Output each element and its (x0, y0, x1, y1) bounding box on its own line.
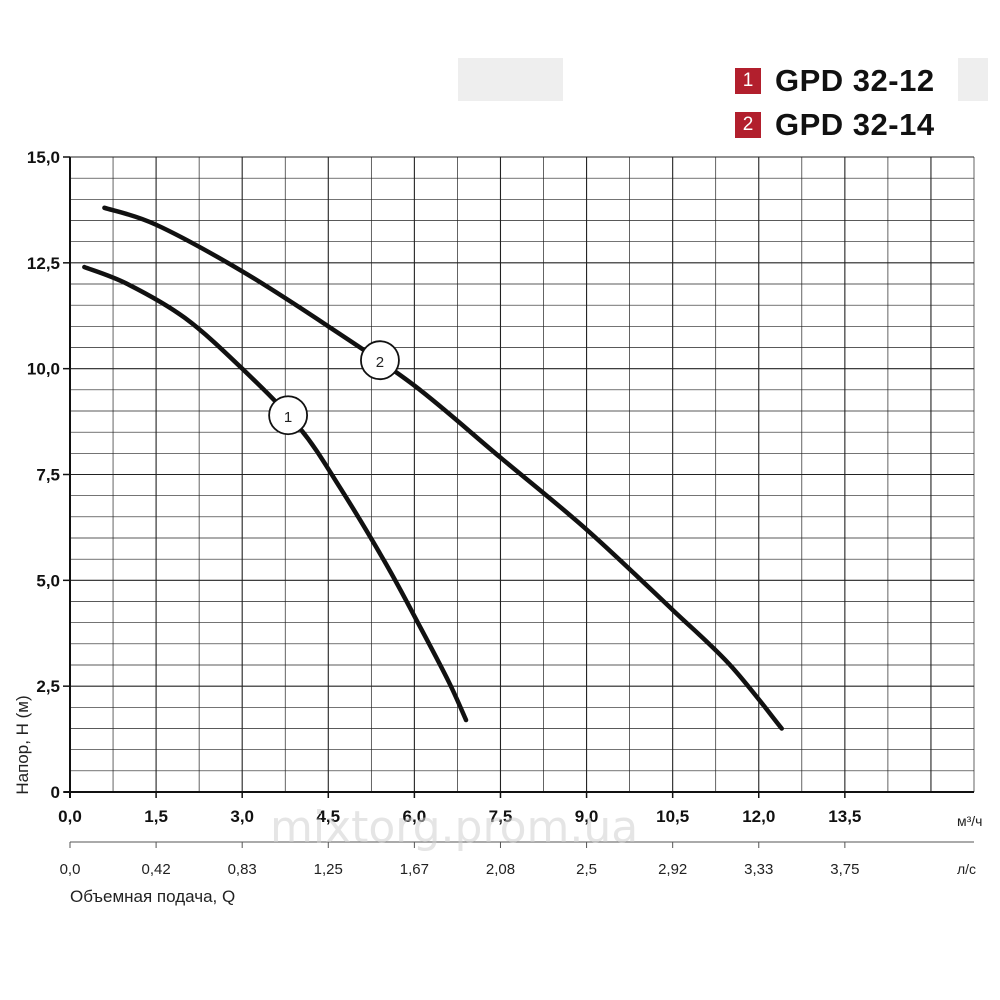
x2-tick-label: 0,83 (228, 861, 257, 878)
x2-tick-label: 1,25 (314, 861, 343, 878)
x-tick-label: 6,0 (403, 807, 427, 826)
x-tick-label: 10,5 (656, 807, 689, 826)
x-unit-label: м³/ч (957, 813, 982, 829)
x-tick-label: 13,5 (828, 807, 861, 826)
legend-label-1: GPD 32-12 (775, 63, 935, 98)
series-marker-circle-1 (268, 395, 309, 436)
x2-tick-label: 1,67 (400, 861, 429, 878)
y-tick-label: 5,0 (36, 571, 60, 590)
chart-series: 12 (82, 205, 784, 731)
y-tick-label: 7,5 (36, 466, 60, 485)
legend-badge-1: 1 (735, 68, 761, 94)
y-axis-label: Напор, Н (м) (13, 695, 32, 794)
series-line-2 (102, 205, 784, 731)
x-tick-label: 12,0 (742, 807, 775, 826)
x-tick-label: 4,5 (316, 807, 340, 826)
legend-background-left (458, 58, 563, 101)
series-marker-circle-2 (360, 340, 400, 381)
x2-unit-label: л/с (957, 861, 976, 877)
x-unit-text: м³/ч (957, 813, 982, 829)
x2-tick-label: 2,08 (486, 861, 515, 878)
x2-tick-label: 0,0 (60, 861, 81, 878)
watermark: mixtorg.prom.ua (270, 802, 638, 853)
series-marker-label-2: 2 (376, 354, 384, 371)
legend-item-1: 1 GPD 32-12 (735, 63, 935, 99)
x-tick-label: 9,0 (575, 807, 599, 826)
y-tick-label: 10,0 (27, 360, 60, 379)
y-tick-label: 15,0 (27, 148, 60, 167)
series-line-1 (82, 264, 469, 723)
x2-tick-label: 2,5 (576, 861, 597, 878)
legend-background-right (958, 58, 988, 101)
legend-item-2: 2 GPD 32-14 (735, 107, 935, 143)
x-tick-label: 3,0 (230, 807, 254, 826)
x-tick-label: 1,5 (144, 807, 168, 826)
legend-label-2: GPD 32-14 (775, 107, 935, 142)
x-tick-label: 0,0 (58, 807, 82, 826)
y-tick-label: 0 (51, 783, 60, 802)
legend-badge-2: 2 (735, 112, 761, 138)
x-tick-label: 7,5 (489, 807, 513, 826)
x2-tick-label: 2,92 (658, 861, 687, 878)
x2-tick-label: 0,42 (141, 861, 170, 878)
x2-tick-label: 3,75 (830, 861, 859, 878)
x2-tick-label: 3,33 (744, 861, 773, 878)
y-tick-label: 12,5 (27, 254, 60, 273)
y-tick-label: 2,5 (36, 677, 60, 696)
x-axis-label: Объемная подача, Q (70, 887, 235, 906)
series-marker-label-1: 1 (284, 409, 292, 426)
chart-tick-labels: 02,55,07,510,012,515,00,0 1,5 3,0 4,5 6,0 7,5… (27, 148, 861, 878)
chart-axes (63, 156, 974, 848)
